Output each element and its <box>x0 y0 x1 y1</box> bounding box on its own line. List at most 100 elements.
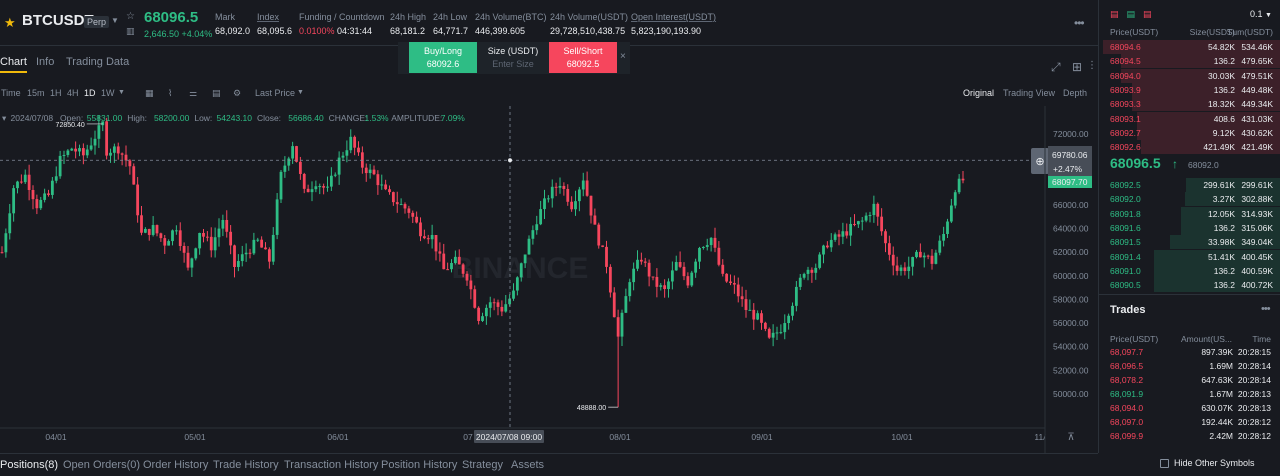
tab-transaction-history[interactable]: Transaction History <box>284 459 379 471</box>
candle-body <box>791 305 794 316</box>
interval-4h[interactable]: 4H <box>67 88 79 98</box>
stat-value: 68,095.6 <box>257 26 293 36</box>
tab-open-orders[interactable]: Open Orders(0) <box>63 459 141 471</box>
stat-7[interactable]: Open Interest(USDT) 5,823,190,193.90 <box>631 12 716 36</box>
bid-row[interactable]: 68091.4 51.41K 400.45K <box>1099 249 1280 264</box>
ask-row[interactable]: 68092.7 9.12K 430.62K <box>1099 125 1280 140</box>
ask-row[interactable]: 68094.0 30.03K 479.51K <box>1099 68 1280 83</box>
price-chart[interactable]: BINANCE72000.0070000.0068000.0066000.006… <box>0 106 1098 453</box>
tab-info[interactable]: Info <box>36 56 55 68</box>
ask-row[interactable]: 68094.6 54.82K 534.46K <box>1099 40 1280 54</box>
interval-15m[interactable]: 15m <box>27 88 45 98</box>
tab-strategy[interactable]: Strategy <box>462 459 503 471</box>
checkbox-icon[interactable] <box>1160 459 1169 469</box>
bids-only-icon[interactable]: ▤ <box>1126 9 1136 19</box>
interval-1d[interactable]: 1D <box>84 88 96 98</box>
trades-more-icon[interactable]: ••• <box>1261 303 1271 315</box>
depth-bar <box>1153 278 1280 293</box>
ob-size: 136.2 <box>1213 222 1235 233</box>
ohlc-low-value: 54243.10 <box>217 113 253 123</box>
bid-row[interactable]: 68091.8 12.05K 314.93K <box>1099 206 1280 221</box>
candle-body <box>597 224 601 246</box>
view-tradingview[interactable]: Trading View <box>1003 88 1056 98</box>
candle-body <box>174 230 178 232</box>
candle-body <box>678 262 682 267</box>
interval-dropdown-icon[interactable]: ▼ <box>118 89 125 96</box>
close-icon[interactable]: × <box>620 51 626 62</box>
templates-icon[interactable]: ▤ <box>212 88 221 98</box>
tab-positions[interactable]: Positions(8) <box>0 459 59 471</box>
ask-row[interactable]: 68092.6 421.49K 421.49K <box>1099 140 1280 155</box>
buy-long-button[interactable]: Buy/Long 68092.6 <box>409 42 477 73</box>
symbol-stats-icon[interactable]: ▥ <box>126 26 135 36</box>
ask-row[interactable]: 68094.5 136.2 479.65K <box>1099 54 1280 69</box>
tab-assets[interactable]: Assets <box>511 459 545 471</box>
candle-body <box>736 284 740 297</box>
candle-body <box>957 178 961 193</box>
size-input[interactable]: Size (USDT) Enter Size <box>478 42 548 73</box>
interval-1w[interactable]: 1W <box>101 88 115 98</box>
candle-body <box>891 254 895 266</box>
bid-row[interactable]: 68092.0 3.27K 302.88K <box>1099 192 1280 207</box>
x-axis-tick-label: 11/ <box>1034 432 1046 442</box>
candle-body <box>256 239 260 241</box>
tab-chart[interactable]: Chart <box>0 56 27 73</box>
bid-row[interactable]: 68092.5 299.61K 299.61K <box>1099 178 1280 192</box>
tab-trading-data[interactable]: Trading Data <box>66 56 130 68</box>
depth-bar <box>1180 220 1280 235</box>
symbol-dropdown-icon[interactable]: ▼ <box>111 16 119 25</box>
ask-row[interactable]: 68093.3 18.32K 449.34K <box>1099 97 1280 112</box>
layout-icon[interactable]: ⊞ <box>1072 60 1083 74</box>
stat-1[interactable]: Index 68,095.6 <box>257 12 292 36</box>
calendar-icon[interactable]: ▦ <box>145 88 154 98</box>
drawing-tools-icon[interactable]: ⚌ <box>189 88 198 98</box>
candle-body <box>818 254 822 268</box>
ask-row[interactable]: 68093.9 136.2 449.48K <box>1099 82 1280 97</box>
depth-bar <box>1131 97 1280 112</box>
stat-label: 24h High <box>390 12 427 22</box>
tab-order-history[interactable]: Order History <box>143 459 209 471</box>
tab-position-history[interactable]: Position History <box>381 459 458 471</box>
candle-body <box>593 215 597 225</box>
candle-body <box>27 174 31 190</box>
price-type-dropdown-icon[interactable]: ▼ <box>297 89 304 96</box>
y-axis-tick-label: 72000.00 <box>1053 129 1089 139</box>
ohlc-amplitude-value: 7.09% <box>441 113 466 123</box>
both-sides-icon[interactable]: ▤ <box>1110 9 1119 19</box>
interval-1h[interactable]: 1H <box>50 88 62 98</box>
bid-row[interactable]: 68091.0 136.2 400.59K <box>1099 263 1280 278</box>
bid-row[interactable]: 68091.6 136.2 315.06K <box>1099 220 1280 235</box>
candle-body <box>275 199 279 235</box>
more-icon[interactable]: ⋮ <box>1087 60 1097 71</box>
view-original[interactable]: Original <box>963 88 995 98</box>
candle-body <box>938 240 942 253</box>
hide-other-symbols-checkbox[interactable]: Hide Other Symbols <box>1160 458 1255 469</box>
view-depth[interactable]: Depth <box>1063 88 1088 98</box>
candle-body <box>946 221 949 234</box>
symbol-name[interactable]: BTCUSDT <box>22 12 94 29</box>
x-axis-tick-label: 06/01 <box>327 432 349 442</box>
ask-row[interactable]: 68093.1 408.6 431.03K <box>1099 111 1280 126</box>
candle-body <box>380 184 384 186</box>
crosshair-date-label: 2024/07/08 09:00 <box>476 432 542 442</box>
more-options-icon[interactable]: ••• <box>1074 16 1085 30</box>
stat-value: 68,092.0 <box>215 26 251 36</box>
x-axis-tick-label: 07 <box>463 432 473 442</box>
precision-select[interactable]: 0.1 ▼ <box>1250 9 1272 19</box>
sell-short-button[interactable]: Sell/Short 68092.5 <box>549 42 617 73</box>
settings-gear-icon[interactable]: ⚙ <box>233 88 242 98</box>
price-type-select[interactable]: Last Price <box>255 88 296 98</box>
candle-body <box>845 231 849 236</box>
bid-row[interactable]: 68091.5 33.98K 349.04K <box>1099 235 1280 250</box>
interval-time[interactable]: Time <box>1 88 21 98</box>
tab-trade-history[interactable]: Trade History <box>213 459 279 471</box>
candle-body <box>477 307 481 321</box>
favorite-star-icon[interactable]: ★ <box>4 15 16 30</box>
asks-only-icon[interactable]: ▤ <box>1143 9 1152 19</box>
symbol-info-icon[interactable]: ☆ <box>126 11 135 22</box>
expand-icon[interactable]: ⤢ <box>1051 60 1061 74</box>
indicators-icon[interactable]: ⌇ <box>168 88 173 98</box>
bid-row[interactable]: 68090.5 136.2 400.72K <box>1099 278 1280 293</box>
candle-body <box>767 328 771 338</box>
trade-time: 20:28:14 <box>1237 375 1271 385</box>
